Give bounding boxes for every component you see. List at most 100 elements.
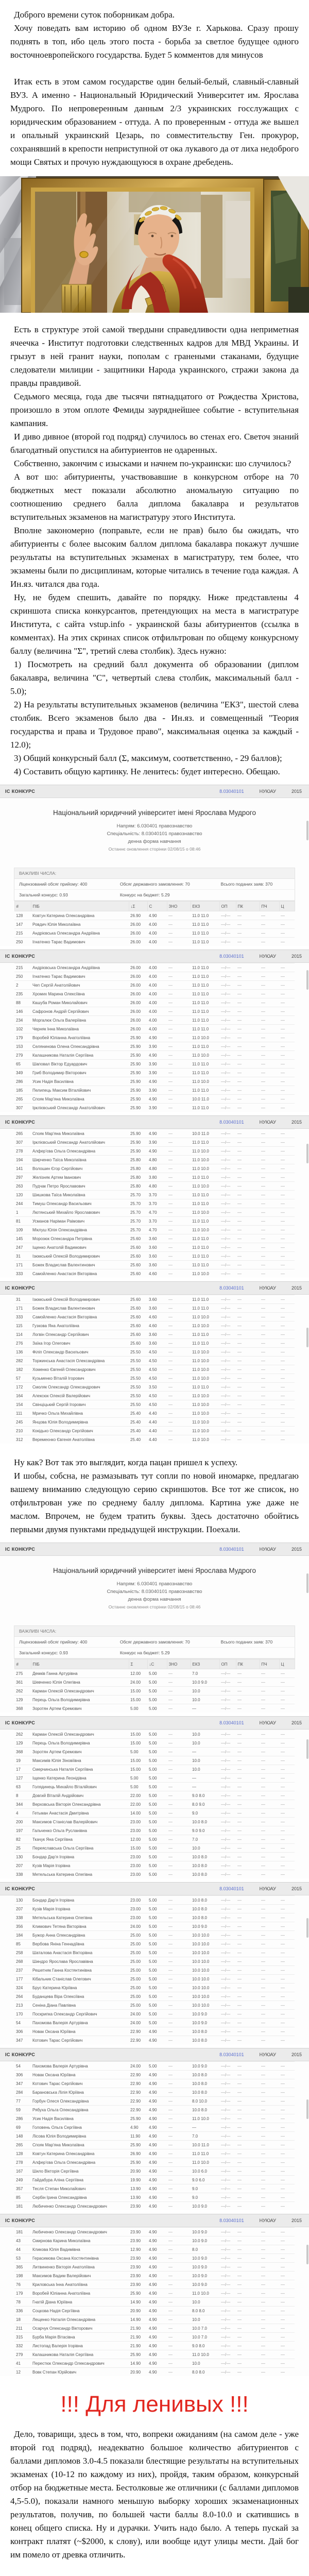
cell-c: — xyxy=(279,2123,295,2132)
cell-total: 25.80 xyxy=(129,1164,147,1173)
column-header[interactable]: ЕКЗ xyxy=(190,901,220,911)
scrollbar-thumb[interactable] xyxy=(306,2245,308,2264)
table-row: 249 Гайдабура Аліна Сергіївна 19.90 4.90… xyxy=(14,2175,295,2184)
speciality-code-link[interactable]: 8.03040101 xyxy=(219,1120,244,1125)
cell-rank: 263 xyxy=(14,1181,31,1191)
cell-exams: 11.0 10.0 xyxy=(191,1050,219,1060)
scrollbar-thumb[interactable] xyxy=(306,1739,308,1759)
cell-avg: 4.90 xyxy=(147,2036,167,2044)
cell-avg: 4.90 xyxy=(147,2184,167,2193)
cell-avg: 5.00 xyxy=(147,1686,167,1696)
cell-exams: 9.0 9.0 xyxy=(191,1826,219,1835)
cell-rank: 69 xyxy=(14,2123,31,2132)
cell-zno: — xyxy=(167,998,191,1007)
column-header[interactable]: ЗНО xyxy=(166,1659,191,1669)
cell-name: Герасимова Оксана Костянтинівна xyxy=(31,2253,129,2263)
table-row: 215 Андрієвська Олександра Андріївна 26.… xyxy=(14,928,295,938)
cell-avg: 3.70 xyxy=(147,1199,167,1208)
cell-pch: — xyxy=(260,1015,279,1025)
cell-name: Іщенко Катерина Леонідівна xyxy=(31,1773,129,1783)
speciality-code-link[interactable]: 8.03040101 xyxy=(219,2052,244,2057)
cell-rank: 57 xyxy=(14,1374,31,1383)
column-header[interactable]: # xyxy=(14,1659,31,1669)
cell-pch: — xyxy=(260,1992,279,2001)
cell-total: 26.00 xyxy=(129,989,147,998)
cell-op: —/— xyxy=(219,2193,236,2202)
cell-op: —/— xyxy=(219,1826,236,1835)
cell-op: —/— xyxy=(219,998,236,1007)
speciality-code-link[interactable]: 8.03040101 xyxy=(219,1886,244,1891)
cell-name: Довгий Віталій Андрійович xyxy=(31,1791,129,1800)
cell-avg: 5.00 xyxy=(147,1738,167,1748)
cell-avg: 5.00 xyxy=(147,1747,167,1756)
speciality-code-link[interactable]: 8.03040101 xyxy=(219,2218,244,2223)
column-header[interactable]: ПК xyxy=(235,901,260,911)
scrollbar-thumb[interactable] xyxy=(306,821,308,840)
speciality-code-link[interactable]: 8.03040101 xyxy=(219,789,244,794)
cell-exams: 11.0 10.0 xyxy=(191,1077,219,1086)
cell-pch: — xyxy=(260,1007,279,1016)
cell-total: 22.00 xyxy=(129,1791,147,1800)
university-abbr: НУЮАУ xyxy=(259,1547,276,1552)
scrollbar-thumb[interactable] xyxy=(306,1328,308,1347)
cell-pch: — xyxy=(260,2061,279,2071)
column-header[interactable]: ПІБ xyxy=(30,1659,129,1669)
scrollbar-thumb[interactable] xyxy=(306,1918,308,1938)
scrollbar-thumb[interactable] xyxy=(306,2099,308,2119)
cell-pch: — xyxy=(260,1843,279,1853)
speciality-code-link[interactable]: 8.03040101 xyxy=(219,1285,244,1291)
cell-zno: — xyxy=(167,1129,191,1138)
column-header[interactable]: Ц xyxy=(279,1659,295,1669)
cell-total: 23.00 xyxy=(129,1852,147,1861)
cell-pch: — xyxy=(260,1234,279,1243)
cell-pk: — xyxy=(236,1208,260,1217)
stat-budget-contest: Конкурс на бюджет: 5.29 xyxy=(115,1648,216,1658)
cell-pch: — xyxy=(260,1094,279,1104)
speciality-code-link[interactable]: 8.03040101 xyxy=(219,954,244,959)
cell-name: Пахомова Валерія Артурівна xyxy=(31,2018,129,2027)
scrollbar-thumb[interactable] xyxy=(306,1144,308,1163)
cell-name: Черняк Інна Миколаївна xyxy=(31,1024,129,1033)
cell-rank: 114 xyxy=(14,1330,31,1339)
speciality-code-link[interactable]: 8.03040101 xyxy=(219,1720,244,1725)
cell-name: Волошин Єгор Сергійович xyxy=(31,1164,129,1173)
cell-total: 25.70 xyxy=(129,1225,147,1234)
column-header[interactable]: ↓Σ xyxy=(128,901,148,911)
cell-total: 25.70 xyxy=(129,1216,147,1226)
cell-pch: — xyxy=(260,1983,279,1992)
column-header[interactable]: С xyxy=(147,901,167,911)
table-row: 268 Шиндро Ярослава Ярославівна 25.00 5.… xyxy=(14,1957,295,1966)
scrollbar-thumb[interactable] xyxy=(306,1573,308,1593)
cell-name: Максимов Вадим Валерійович xyxy=(31,2271,129,2280)
cell-c: — xyxy=(279,980,295,990)
speciality-code-link[interactable]: 8.03040101 xyxy=(219,1547,244,1552)
column-header[interactable]: ОП xyxy=(219,1659,236,1669)
column-header[interactable]: ОП xyxy=(219,901,236,911)
column-header[interactable]: ЗНО xyxy=(166,901,191,911)
cell-rank: 307 xyxy=(14,1138,31,1147)
cell-zno: — xyxy=(167,1190,191,1199)
column-header[interactable]: ПЧ xyxy=(259,1659,280,1669)
cell-pk: — xyxy=(236,1347,260,1357)
cell-op: —/— xyxy=(219,2009,236,2019)
column-header[interactable]: ПЧ xyxy=(259,901,280,911)
table-row: 179 Воробей Юліанна Анатоліївна 25.90 4.… xyxy=(14,1033,295,1042)
column-header[interactable]: ↓С xyxy=(147,1659,167,1669)
cell-avg: 5.00 xyxy=(147,1992,167,2001)
cell-pch: — xyxy=(260,2018,279,2027)
table-row: 368 Зоротян Артем Єремович 5.00 5.00 — —… xyxy=(14,1747,295,1756)
column-header[interactable]: ПК xyxy=(235,1659,260,1669)
table-row: 247 Іщенко Анатолій Вадимович 25.60 3.60… xyxy=(14,1243,295,1252)
scrollbar-thumb[interactable] xyxy=(306,970,308,990)
cell-rank: 338 xyxy=(14,1870,31,1878)
cell-total: 24.00 xyxy=(129,1922,147,1931)
column-header[interactable]: # xyxy=(14,901,31,911)
column-header[interactable]: Σ xyxy=(128,1659,148,1669)
cell-avg: 4.90 xyxy=(147,1094,167,1104)
column-header[interactable]: Ц xyxy=(279,901,295,911)
cell-op: —/— xyxy=(219,1251,236,1261)
year-label: 2015 xyxy=(291,1120,302,1125)
column-header[interactable]: ПІБ xyxy=(30,901,129,911)
cell-pk: — xyxy=(236,1338,260,1348)
column-header[interactable]: ЕКЗ xyxy=(190,1659,220,1669)
